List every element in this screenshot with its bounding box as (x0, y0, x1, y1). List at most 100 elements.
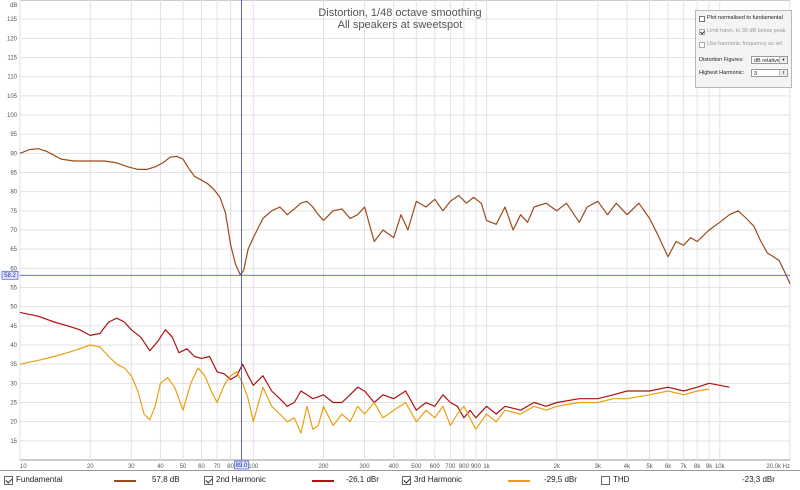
y-tick-label: 90 (10, 151, 17, 157)
y-tick-label: 40 (10, 343, 17, 349)
plot-normalised-label: Plot normalised to fundamental (707, 15, 783, 21)
x-tick-label: 500 (411, 464, 422, 470)
y-tick-label: 125 (7, 17, 18, 23)
x-tick-label: 800 (459, 464, 470, 470)
x-tick-label: 20 (87, 464, 94, 470)
crosshair-cursor[interactable]: 89.0 58.2 (1, 0, 790, 470)
legend-3rd-harmonic-label: 3rd Harmonic (414, 475, 463, 484)
x-tick-label: 8k (694, 464, 701, 470)
x-tick-label: 6k (665, 464, 672, 470)
cursor-x-readout-box (234, 460, 249, 470)
x-tick-label: 300 (360, 464, 371, 470)
legend-fundamental-swatch (114, 480, 136, 482)
series-line-2nd-harmonic (19, 311, 730, 419)
legend-3rd-harmonic-swatch (508, 480, 530, 482)
y-tick-label: 100 (7, 113, 18, 119)
checkbox-icon[interactable] (699, 41, 705, 48)
x-tick-label: 1k (483, 464, 490, 470)
x-tick-label: 2k (554, 464, 561, 470)
legend-thd[interactable]: THD (601, 474, 629, 486)
distortion-figures-value: dB relative (754, 58, 780, 64)
x-tick-label: 200 (318, 464, 329, 470)
series-line-fundamental (19, 148, 791, 284)
x-tick-label: 50 (180, 464, 187, 470)
y-tick-label: 25 (10, 401, 17, 407)
y-tick-label: 20 (10, 420, 17, 426)
legend-thd-value: -23,3 dBr (742, 475, 775, 484)
distortion-chart[interactable]: 1520253035404550556065707580859095100105… (0, 0, 800, 470)
highest-harmonic-value: 3 (754, 71, 758, 77)
checkbox-icon[interactable] (4, 475, 13, 485)
series-line-3rd-harmonic (19, 344, 710, 434)
highest-harmonic-row: Highest Harmonic: (699, 69, 744, 78)
chevron-down-icon[interactable]: ▼ (779, 57, 787, 63)
cursor-y-readout-box (1, 270, 19, 280)
cursor-x-readout: 89.0 (236, 463, 248, 469)
use-harmonic-frequency-checkbox[interactable]: Use harmonic frequency as ref. (699, 40, 783, 49)
grid (19, 0, 791, 461)
limit-harmonics-label: Limit harm. to 30 dB below peak (707, 28, 786, 34)
y-tick-label: 120 (7, 36, 18, 42)
y-tick-label: 85 (10, 171, 17, 177)
y-axis-label: dB (10, 3, 17, 9)
use-harmonic-frequency-label: Use harmonic frequency as ref. (707, 41, 784, 47)
distortion-figures-label: Distortion Figures: (699, 57, 744, 63)
legend-fundamental[interactable]: Fundamental (4, 474, 63, 486)
x-tick-label: 30 (128, 464, 135, 470)
x-tick-labels: 10 20 30 40 50 60 70 80 100 200 300 400 500 600 700 800… (20, 464, 790, 470)
x-tick-label: 7k (680, 464, 687, 470)
x-tick-label: 20.0k Hz (766, 464, 790, 470)
checkbox-icon[interactable] (204, 475, 213, 485)
spinner-arrows-icon[interactable]: ⇕ (779, 70, 787, 76)
y-tick-label: 50 (10, 305, 17, 311)
y-tick-label: 80 (10, 190, 17, 196)
distortion-figures-select[interactable]: dB relative ▼ (751, 56, 788, 64)
series-lines (19, 148, 791, 434)
x-tick-label: 3k (595, 464, 602, 470)
plot-normalised-checkbox[interactable]: Plot normalised to fundamental (699, 14, 783, 23)
x-tick-label: 400 (389, 464, 400, 470)
y-tick-label: 15 (10, 439, 17, 445)
checkbox-icon[interactable] (699, 15, 705, 22)
y-tick-label: 115 (7, 56, 17, 62)
legend-2nd-harmonic-label: 2nd Harmonic (216, 475, 266, 484)
y-tick-labels: 15 20 25 30 35 40 45 50 55 60 65 70 75 80 85 90 95 100 105… (7, 17, 18, 445)
x-tick-label: 100 (248, 464, 259, 470)
x-tick-label: 4k (624, 464, 631, 470)
y-tick-label: 105 (7, 94, 18, 100)
x-tick-label: 80 (227, 464, 234, 470)
x-tick-label: 10k (715, 464, 726, 470)
y-tick-label: 70 (10, 228, 17, 234)
distortion-controls-panel: Plot normalised to fundamental Limit har… (695, 10, 792, 88)
legend-2nd-harmonic-value: -26,1 dBr (346, 475, 379, 484)
y-tick-label: 110 (7, 75, 17, 81)
legend-3rd-harmonic[interactable]: 3rd Harmonic (402, 474, 462, 486)
x-tick-label: 70 (214, 464, 221, 470)
legend-2nd-harmonic[interactable]: 2nd Harmonic (204, 474, 266, 486)
x-tick-label: 5k (646, 464, 653, 470)
limit-harmonics-checkbox[interactable]: Limit harm. to 30 dB below peak (699, 27, 786, 36)
legend-bar: Fundamental 57,8 dB 2nd Harmonic -26,1 d… (0, 470, 800, 490)
highest-harmonic-spinner[interactable]: 3 ⇕ (751, 69, 788, 77)
y-tick-label: 55 (10, 286, 17, 292)
y-tick-label: 75 (10, 209, 17, 215)
y-tick-label: 45 (10, 324, 17, 330)
x-tick-label: 10 (20, 464, 27, 470)
checkbox-icon[interactable] (402, 475, 411, 485)
x-tick-label: 600 (430, 464, 441, 470)
x-tick-label: 60 (198, 464, 205, 470)
checkbox-icon[interactable] (601, 475, 610, 485)
legend-3rd-harmonic-value: -29,5 dBr (544, 475, 577, 484)
chart-title: Distortion, 1/48 octave smoothing (318, 7, 481, 19)
x-tick-label: 9k (706, 464, 713, 470)
cursor-y-readout: 58.2 (4, 273, 16, 279)
legend-thd-label: THD (613, 475, 630, 484)
y-tick-label: 65 (10, 247, 17, 253)
legend-2nd-harmonic-swatch (312, 480, 334, 482)
distortion-figures-row: Distortion Figures: (699, 56, 744, 65)
legend-fundamental-label: Fundamental (16, 475, 63, 484)
y-tick-label: 95 (10, 132, 17, 138)
checkbox-icon[interactable] (699, 28, 705, 35)
y-tick-label: 60 (10, 266, 17, 272)
x-tick-label: 900 (471, 464, 482, 470)
